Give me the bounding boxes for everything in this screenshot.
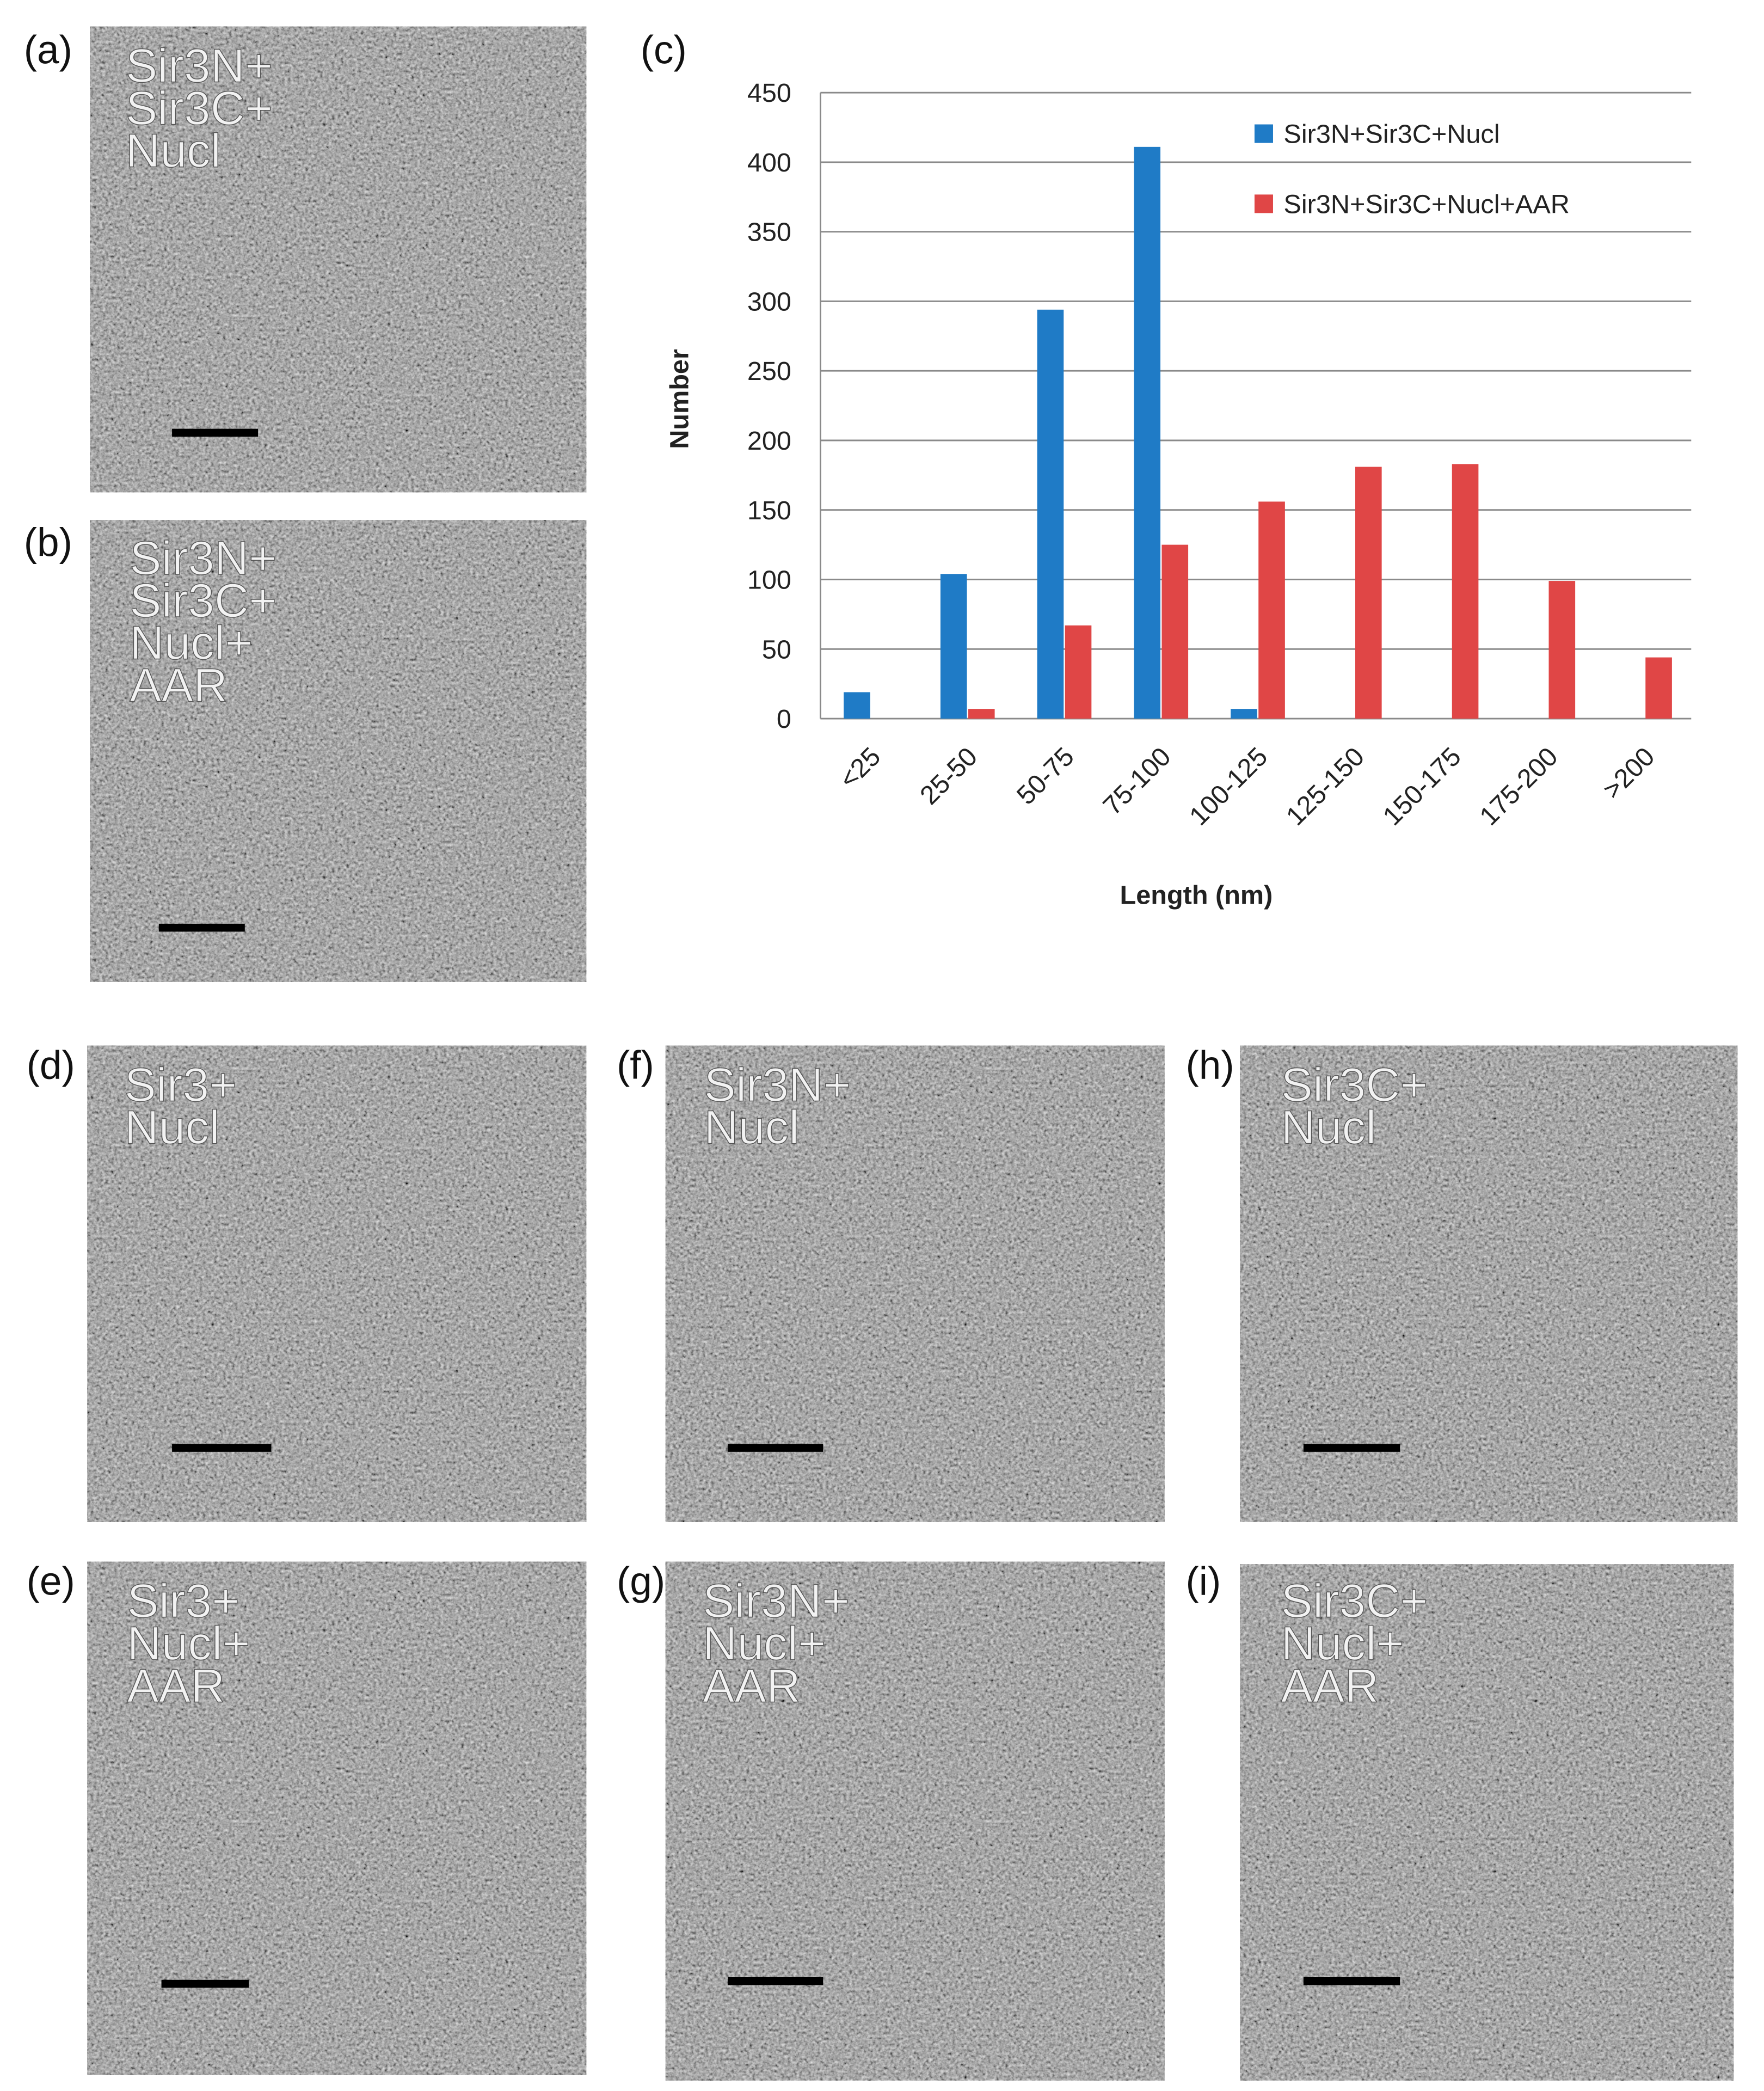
panel-text: Sir3C+ xyxy=(126,82,273,135)
micrograph-texture xyxy=(1240,1045,1738,1522)
y-tick-label: 150 xyxy=(747,496,791,525)
panel-text: Nucl+ xyxy=(1281,1616,1404,1670)
micrograph-texture xyxy=(1240,1564,1734,2081)
panel-text: Sir3N+ xyxy=(704,1058,851,1112)
panel-label: (b) xyxy=(24,520,72,565)
panel-text: AAR xyxy=(130,658,228,712)
y-tick-label: 350 xyxy=(747,218,791,247)
y-tick-label: 450 xyxy=(747,78,791,108)
bar xyxy=(1258,501,1285,719)
micrograph-texture xyxy=(87,1561,587,2075)
bar xyxy=(1065,625,1092,719)
micrograph-texture xyxy=(665,1045,1165,1522)
y-axis-label: Number xyxy=(665,349,694,449)
panel-text: Nucl xyxy=(1281,1100,1376,1154)
panel-text: Nucl xyxy=(125,1100,220,1154)
chart-background xyxy=(622,26,1734,953)
panel-label: (d) xyxy=(27,1043,75,1087)
bar xyxy=(1134,146,1161,719)
panel-label: (a) xyxy=(24,28,72,72)
panel-label: (g) xyxy=(617,1559,665,1603)
panel-text: Sir3C+ xyxy=(130,574,276,627)
y-tick-label: 400 xyxy=(747,148,791,177)
panel-label: (c) xyxy=(641,28,687,72)
y-tick-label: 0 xyxy=(777,704,791,734)
panel-text: Sir3C+ xyxy=(1281,1058,1428,1112)
bar xyxy=(1231,709,1257,719)
panel-text: Sir3N+ xyxy=(126,39,273,93)
micrograph-texture xyxy=(665,1561,1165,2081)
panel-text: AAR xyxy=(1281,1659,1379,1712)
panel-text: Nucl xyxy=(126,124,221,177)
panel-label: (f) xyxy=(617,1043,654,1087)
bar xyxy=(844,692,870,719)
panel-text: Sir3N+ xyxy=(703,1574,850,1628)
panel-label: (i) xyxy=(1185,1559,1221,1603)
bar xyxy=(968,709,995,719)
panel-text: Nucl xyxy=(704,1100,799,1154)
legend-swatch xyxy=(1254,194,1273,213)
y-tick-label: 200 xyxy=(747,426,791,456)
bar xyxy=(940,574,967,719)
panel-text: Nucl+ xyxy=(703,1616,826,1670)
micrograph-texture xyxy=(90,26,587,493)
panel-text: AAR xyxy=(127,1659,225,1712)
bar xyxy=(1355,467,1382,719)
legend-label: Sir3N+Sir3C+Nucl+AAR xyxy=(1283,189,1569,219)
micrograph-texture xyxy=(87,1045,587,1522)
micrograph-texture xyxy=(90,520,587,982)
y-tick-label: 100 xyxy=(747,566,791,595)
panel-text: Sir3C+ xyxy=(1281,1574,1428,1628)
panel-text: Sir3N+ xyxy=(130,531,276,585)
panel-text: Sir3+ xyxy=(125,1058,237,1112)
y-tick-label: 300 xyxy=(747,287,791,316)
panel-text: Nucl+ xyxy=(127,1616,250,1670)
y-tick-label: 250 xyxy=(747,357,791,386)
panel-text: AAR xyxy=(703,1659,801,1712)
legend-label: Sir3N+Sir3C+Nucl xyxy=(1283,120,1499,149)
legend-swatch xyxy=(1254,124,1273,143)
bar xyxy=(1645,657,1672,719)
panel-text: Nucl+ xyxy=(130,616,253,670)
bar xyxy=(1037,309,1064,719)
bar xyxy=(1548,581,1576,719)
bar xyxy=(1161,544,1189,719)
panel-label: (h) xyxy=(1185,1043,1234,1087)
bar xyxy=(1452,464,1479,719)
panel-text: Sir3+ xyxy=(127,1574,239,1628)
panel-label: (e) xyxy=(27,1559,75,1603)
x-axis-label: Length (nm) xyxy=(1120,880,1273,910)
y-tick-label: 50 xyxy=(762,635,791,664)
